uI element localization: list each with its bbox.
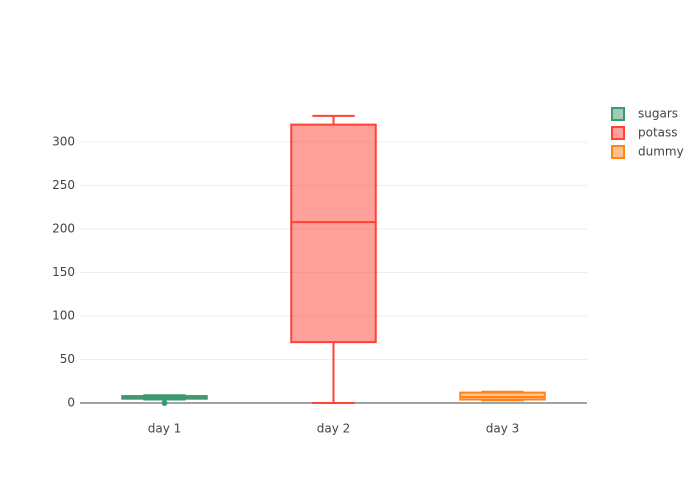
y-tick-label: 0 bbox=[67, 396, 75, 410]
x-tick-label: day 3 bbox=[486, 422, 520, 436]
x-tick-label: day 2 bbox=[317, 422, 351, 436]
y-tick-label: 250 bbox=[52, 178, 75, 192]
x-tick-label: day 1 bbox=[148, 422, 182, 436]
legend-swatch bbox=[611, 145, 625, 159]
legend-swatch bbox=[611, 107, 625, 121]
y-tick-label: 200 bbox=[52, 222, 75, 236]
y-tick-label: 100 bbox=[52, 309, 75, 323]
y-tick-label: 150 bbox=[52, 265, 75, 279]
box bbox=[290, 123, 377, 344]
legend-label: dummy bbox=[638, 145, 684, 159]
y-tick-label: 300 bbox=[52, 135, 75, 149]
legend-label: sugars bbox=[638, 107, 678, 121]
outlier bbox=[161, 400, 168, 407]
legend-swatch bbox=[611, 126, 625, 140]
y-tick-label: 50 bbox=[60, 352, 75, 366]
legend-label: potass bbox=[638, 126, 678, 140]
